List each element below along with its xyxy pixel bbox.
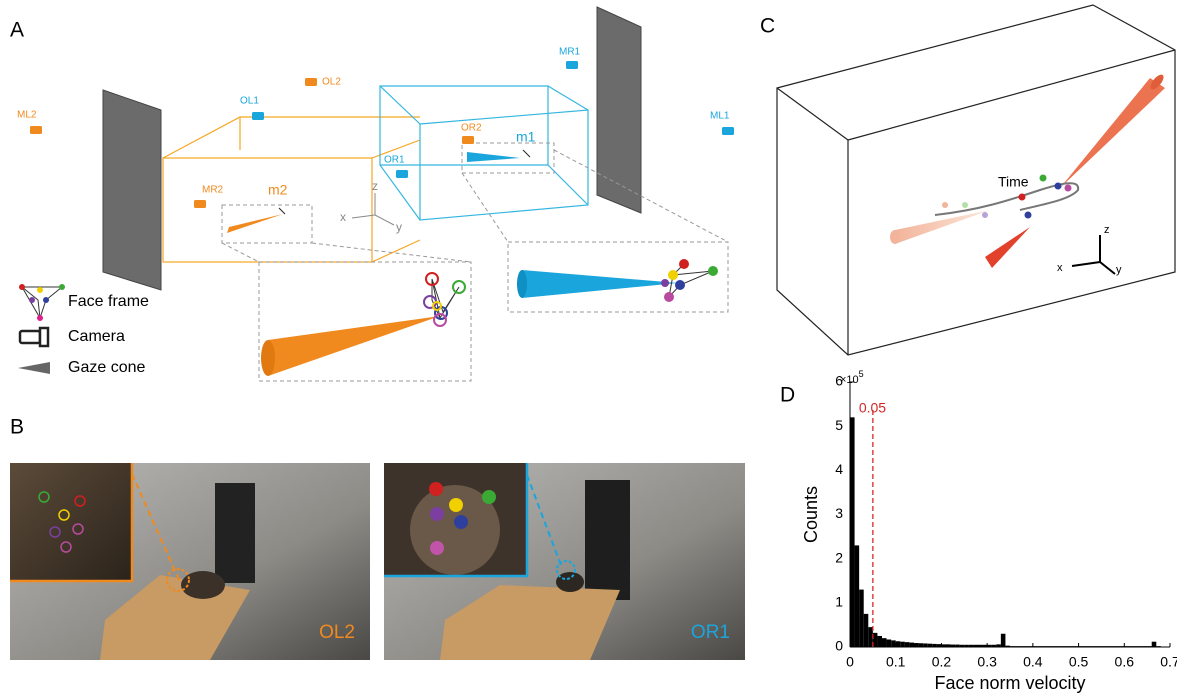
gaze-cone — [268, 316, 440, 376]
camera-icon — [194, 200, 206, 208]
legend-label: Gaze cone — [68, 359, 145, 376]
x-tick-label: 0.6 — [1115, 654, 1135, 670]
y-tick-label: 4 — [835, 461, 843, 477]
axis-label: y — [1116, 264, 1122, 276]
screen — [597, 7, 641, 213]
legend-icon — [20, 331, 40, 343]
view-label: OL2 — [319, 622, 355, 643]
camera-icon — [30, 126, 42, 134]
gaze-cone-base — [261, 340, 275, 376]
y-tick-label: 1 — [835, 594, 843, 610]
view-label: OR1 — [691, 622, 730, 643]
threshold-label: 0.05 — [859, 400, 886, 416]
camera-label: OL2 — [322, 77, 341, 88]
screen — [103, 90, 161, 290]
bar — [873, 633, 878, 647]
bar — [1152, 642, 1157, 647]
bar — [914, 643, 919, 647]
panel-label: D — [780, 384, 795, 407]
cyan-box — [380, 86, 588, 220]
legend-icon — [18, 362, 50, 374]
bar — [1001, 634, 1006, 647]
bar — [864, 614, 869, 647]
gaze-cone — [467, 152, 520, 162]
x-tick-label: 0.2 — [932, 654, 952, 670]
bar — [900, 642, 905, 647]
axis-label: z — [372, 179, 378, 193]
y-tick-label: 2 — [835, 549, 843, 565]
multiplier-base: ×10 — [840, 374, 859, 386]
bar — [923, 643, 928, 647]
x-tick-label: 0.1 — [886, 654, 906, 670]
bar — [877, 636, 882, 647]
bar — [909, 643, 914, 647]
axes-glyph — [352, 193, 394, 225]
legend: Face frame Camera Gaze cone — [18, 284, 149, 376]
bar — [891, 640, 896, 647]
figure: A B C D — [0, 0, 1177, 695]
y-tick-label: 0 — [835, 638, 843, 654]
x-tick-label: 0.7 — [1160, 654, 1177, 670]
subject-label: m1 — [516, 129, 536, 145]
arena — [103, 7, 728, 381]
camera-icon — [722, 127, 734, 135]
bar — [859, 590, 864, 647]
camera-label: ML2 — [17, 110, 37, 121]
bar — [919, 643, 924, 647]
gaze-cone — [522, 270, 678, 298]
axis-label: y — [396, 220, 402, 234]
camera-icon — [252, 112, 264, 120]
camera-label: ML1 — [710, 111, 730, 122]
camera-label: OR2 — [461, 123, 482, 134]
subject-label: m2 — [268, 182, 288, 198]
y-tick-label: 5 — [835, 417, 843, 433]
legend-label: Camera — [68, 328, 125, 345]
y-multiplier: ×105 — [840, 369, 864, 386]
panel-label: B — [10, 416, 24, 439]
camera-icon — [566, 61, 578, 69]
bar — [896, 641, 901, 647]
axis-label: z — [1104, 224, 1110, 236]
bar — [855, 545, 860, 647]
gaze-cone — [227, 214, 283, 233]
bar — [850, 417, 855, 647]
trajectory-3d: Time x y z — [777, 5, 1175, 355]
camera-label: OL1 — [240, 96, 259, 107]
x-tick-label: 0 — [846, 654, 854, 670]
camera-label: OR1 — [384, 155, 405, 166]
bar — [882, 638, 887, 647]
camera-icon — [305, 78, 317, 86]
x-axis-title: Face norm velocity — [934, 673, 1085, 693]
legend-label: Face frame — [68, 293, 149, 310]
bar — [887, 639, 892, 647]
gaze-cone — [985, 227, 1030, 268]
gaze-cone-base — [517, 270, 527, 298]
axis-label: x — [1057, 262, 1063, 274]
gaze-cone — [1060, 78, 1165, 188]
panel-label: C — [760, 15, 775, 38]
x-tick-label: 0.3 — [977, 654, 997, 670]
panel-label: A — [10, 19, 24, 42]
bar — [905, 642, 910, 647]
camera-label: MR2 — [202, 185, 224, 196]
bar — [868, 627, 873, 647]
photo: OL2 — [10, 463, 370, 660]
x-tick-label: 0.4 — [1023, 654, 1043, 670]
camera-icon — [462, 136, 474, 144]
axis-label: x — [340, 210, 346, 224]
camera-icon — [396, 170, 408, 178]
y-tick-label: 3 — [835, 505, 843, 521]
multiplier-exponent: 5 — [859, 369, 864, 379]
y-axis-title: Counts — [801, 486, 821, 543]
photo: OR1 — [384, 463, 745, 660]
time-label: Time — [998, 174, 1029, 190]
x-tick-label: 0.5 — [1069, 654, 1089, 670]
camera-label: MR1 — [559, 47, 581, 58]
